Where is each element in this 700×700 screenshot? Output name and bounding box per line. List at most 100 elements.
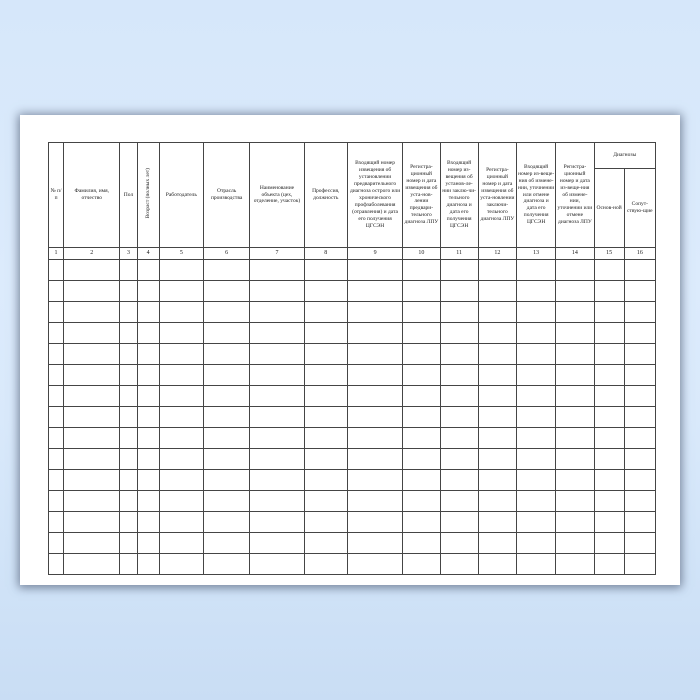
empty-cell [47, 259, 65, 281]
empty-cell [439, 490, 479, 512]
empty-cell [63, 469, 121, 491]
empty-cell [47, 532, 65, 554]
empty-cell [303, 385, 348, 407]
table-row [47, 427, 657, 449]
col-header-name: Фамилия, имя, отчество [63, 142, 121, 248]
col-header-diagnoses-group: Диагнозы [593, 142, 656, 169]
empty-cell [63, 448, 121, 470]
empty-cell [439, 427, 479, 449]
empty-cell [63, 364, 121, 386]
empty-cell [346, 259, 404, 281]
empty-cell [47, 469, 65, 491]
empty-cell [346, 532, 404, 554]
empty-cell [158, 259, 204, 281]
empty-cell [303, 469, 348, 491]
empty-cell [202, 469, 251, 491]
empty-cell [158, 553, 204, 575]
table-row [47, 322, 657, 344]
empty-cell [555, 364, 595, 386]
empty-cell [555, 322, 595, 344]
empty-cell [477, 280, 518, 302]
empty-cell [303, 343, 348, 365]
empty-cell [515, 406, 557, 428]
empty-cell [515, 280, 557, 302]
empty-cell [119, 364, 138, 386]
empty-cell [402, 469, 441, 491]
col-header-diagnosis-main: Основ-ной [593, 168, 625, 248]
empty-cell [623, 427, 657, 449]
col-header-profession: Профессия, должность [303, 142, 348, 248]
empty-cell [623, 259, 657, 281]
empty-cell [202, 280, 251, 302]
empty-cell [47, 385, 65, 407]
empty-cell [515, 511, 557, 533]
column-number: 10 [402, 247, 441, 260]
empty-cell [346, 490, 404, 512]
table-row [47, 385, 657, 407]
empty-cell [477, 259, 518, 281]
empty-cell [63, 385, 121, 407]
empty-cell [477, 364, 518, 386]
empty-cell [119, 427, 138, 449]
empty-cell [249, 490, 305, 512]
empty-cell [515, 427, 557, 449]
empty-cell [623, 553, 657, 575]
empty-cell [515, 532, 557, 554]
empty-cell [47, 511, 65, 533]
empty-cell [402, 490, 441, 512]
empty-cell [623, 406, 657, 428]
empty-cell [47, 406, 65, 428]
empty-cell [303, 448, 348, 470]
empty-cell [63, 406, 121, 428]
empty-cell [136, 553, 160, 575]
empty-cell [47, 448, 65, 470]
empty-cell [593, 322, 625, 344]
empty-cell [623, 364, 657, 386]
empty-cell [402, 343, 441, 365]
empty-cell [202, 532, 251, 554]
column-number: 14 [555, 247, 595, 260]
col-header-facility: Наименование объекта (цех, отделение, уч… [249, 142, 305, 248]
empty-cell [119, 280, 138, 302]
empty-cell [158, 532, 204, 554]
empty-cell [158, 364, 204, 386]
empty-cell [202, 490, 251, 512]
header-row-top: № п/п Фамилия, имя, отчество Пол Возраст… [47, 142, 656, 248]
paper-sheet: № п/п Фамилия, имя, отчество Пол Возраст… [20, 115, 680, 585]
empty-cell [47, 280, 65, 302]
empty-cell [477, 553, 518, 575]
empty-cell [477, 532, 518, 554]
empty-cell [555, 343, 595, 365]
column-number: 8 [303, 247, 348, 260]
empty-cell [555, 511, 595, 533]
empty-cell [303, 427, 348, 449]
empty-cell [477, 385, 518, 407]
empty-cell [477, 406, 518, 428]
empty-cell [119, 322, 138, 344]
table-row [47, 280, 657, 302]
empty-cell [555, 406, 595, 428]
empty-cell [593, 553, 625, 575]
empty-cell [593, 343, 625, 365]
empty-cell [119, 511, 138, 533]
empty-cell [593, 301, 625, 323]
col-header-employer: Работодатель [158, 142, 204, 248]
empty-cell [158, 343, 204, 365]
empty-cell [63, 259, 121, 281]
column-number: 13 [515, 247, 557, 260]
empty-cell [346, 385, 404, 407]
empty-cell [593, 532, 625, 554]
empty-cell [119, 259, 138, 281]
empty-cell [439, 343, 479, 365]
empty-cell [202, 448, 251, 470]
empty-cell [477, 343, 518, 365]
column-number: 7 [249, 247, 305, 260]
empty-cell [555, 385, 595, 407]
empty-cell [47, 553, 65, 575]
column-number: 1 [47, 247, 65, 260]
empty-cell [249, 469, 305, 491]
empty-cell [136, 406, 160, 428]
empty-cell [158, 427, 204, 449]
empty-cell [439, 322, 479, 344]
empty-cell [249, 343, 305, 365]
